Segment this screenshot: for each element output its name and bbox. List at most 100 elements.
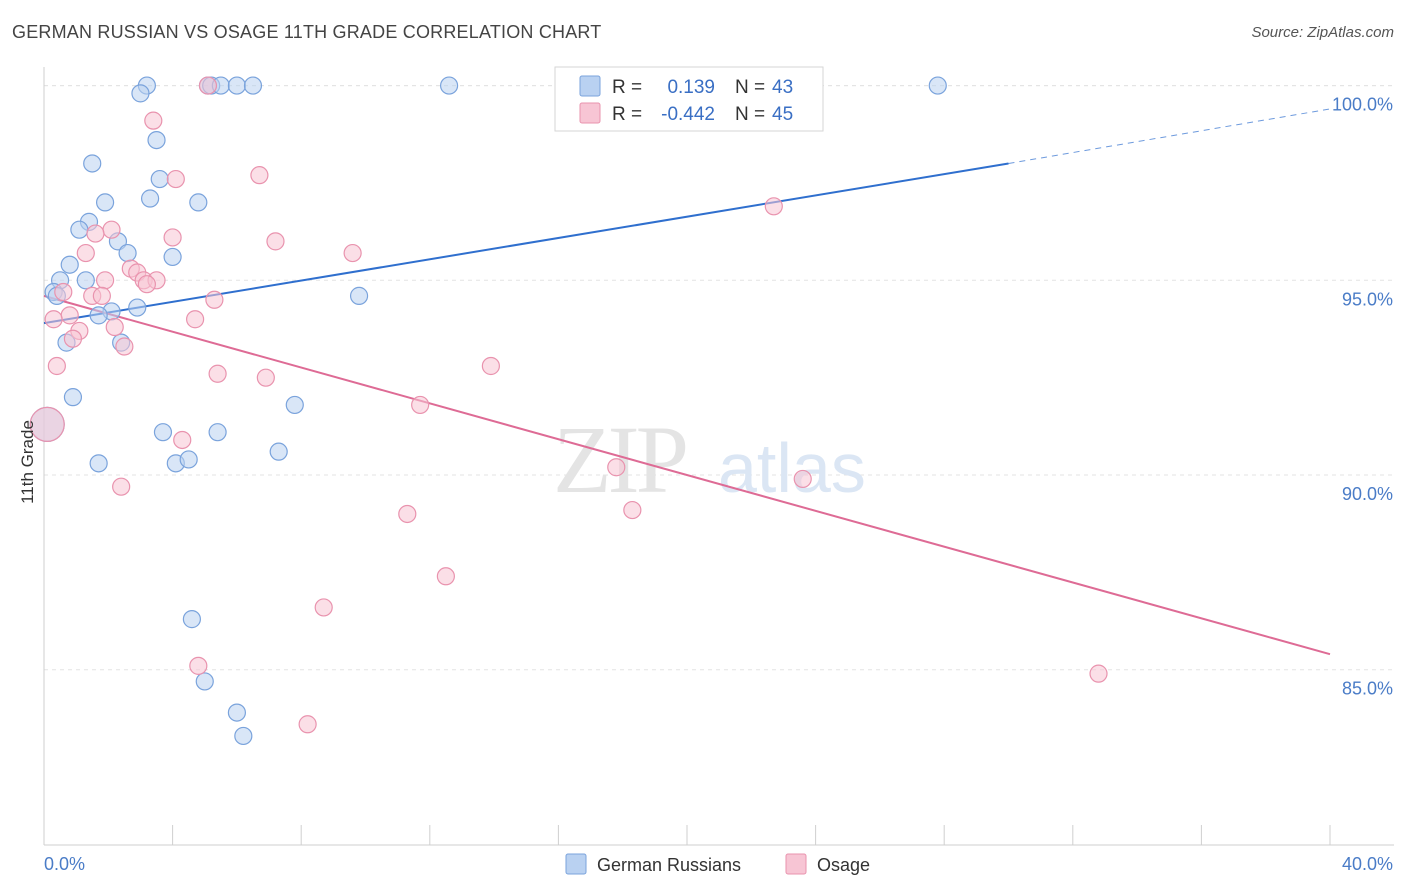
y-tick-labels: 85.0% 90.0% 95.0% 100.0% xyxy=(1332,95,1393,699)
series-legend-swatch-german-russians xyxy=(565,853,587,875)
axes xyxy=(43,67,1394,846)
legend-n-value-1: 43 xyxy=(772,77,793,98)
osage-point-4 xyxy=(764,197,783,216)
german-russians-point-25 xyxy=(349,286,369,305)
legend-r-value-1: 0.139 xyxy=(667,77,715,98)
german-russians-point-40 xyxy=(195,672,214,691)
osage-point-27 xyxy=(115,337,134,356)
german-russians-point-10 xyxy=(83,154,102,173)
osage-point-3 xyxy=(250,166,269,185)
grid-lines xyxy=(44,85,1394,671)
german-russians-point-5 xyxy=(243,76,263,95)
osage-point-40 xyxy=(314,598,333,617)
german-russians-point-13 xyxy=(140,189,160,208)
x-tick-labels: 0.0% 40.0% xyxy=(44,854,1393,874)
german-russians-point-9 xyxy=(147,131,166,150)
osage-point-31 xyxy=(256,368,275,387)
y-tick-label-1: 90.0% xyxy=(1342,484,1393,504)
legend-swatch-blue xyxy=(579,75,601,97)
osage-point-43 xyxy=(298,715,317,734)
osage-point-17 xyxy=(54,282,73,302)
watermark-atlas: atlas xyxy=(718,429,866,507)
y-tick-label-0: 85.0% xyxy=(1342,679,1393,699)
osage-point-36 xyxy=(112,477,131,496)
osage-point-29 xyxy=(481,356,500,376)
osage-point-22 xyxy=(44,310,63,329)
osage-point-30 xyxy=(208,364,227,383)
osage-point-19 xyxy=(92,286,111,305)
legend-r-label-2: R = xyxy=(612,104,642,125)
german-russians-point-6 xyxy=(439,76,459,95)
osage-point-41 xyxy=(189,656,208,675)
german-russians-point-7 xyxy=(928,76,947,95)
y-axis-label: 11th Grade xyxy=(18,420,37,504)
osage-point-42 xyxy=(1089,664,1108,683)
osage-point-26 xyxy=(63,329,83,348)
legend-r-value-2: -0.442 xyxy=(661,104,715,125)
osage-point-8 xyxy=(266,232,285,251)
german-russians-point-36 xyxy=(89,454,108,473)
osage-point-5 xyxy=(102,220,121,239)
legend-n-value-2: 45 xyxy=(772,104,793,125)
german-russians-point-28 xyxy=(89,306,108,325)
german-russians-point-8 xyxy=(131,84,150,103)
osage-point-10 xyxy=(343,243,362,263)
legend-r-label-1: R = xyxy=(612,77,642,98)
german-russians-point-4 xyxy=(227,76,246,95)
german-russians-point-35 xyxy=(269,442,288,461)
osage-point-20 xyxy=(205,290,224,309)
osage-point-33 xyxy=(173,430,192,450)
german-russians-point-20 xyxy=(60,255,79,274)
german-russians-point-11 xyxy=(150,169,169,189)
german-russians-point-32 xyxy=(285,395,304,415)
german-russians-point-16 xyxy=(70,220,89,239)
legend-n-label-2: N = xyxy=(735,104,765,125)
osage-point-35 xyxy=(793,469,812,489)
series-legend: German Russians Osage xyxy=(565,853,870,875)
german-russians-point-14 xyxy=(189,193,208,212)
german-russians-point-12 xyxy=(95,193,115,212)
series-legend-german-russians: German Russians xyxy=(597,855,741,875)
german-russians-point-34 xyxy=(208,423,227,442)
series-legend-swatch-osage xyxy=(785,853,807,875)
osage-point-9 xyxy=(76,243,95,263)
osage-point-7 xyxy=(163,228,182,247)
german-russians-point-41 xyxy=(227,703,246,722)
german-russians-point-18 xyxy=(118,243,137,263)
x-tick-label-0: 0.0% xyxy=(44,854,85,874)
chart-title: GERMAN RUSSIAN VS OSAGE 11TH GRADE CORRE… xyxy=(12,22,602,42)
osage-point-32 xyxy=(411,395,430,415)
osage-point-39 xyxy=(436,567,455,586)
y-tick-label-3: 100.0% xyxy=(1332,95,1393,115)
source-label: Source: ZipAtlas.com xyxy=(1251,24,1394,41)
german-russians-point-22 xyxy=(76,271,95,290)
german-russians-point-26 xyxy=(128,298,147,317)
german-russians-point-38 xyxy=(179,450,198,469)
trend-lines xyxy=(43,108,1331,656)
osage-point-16 xyxy=(95,271,115,290)
osage-point-1 xyxy=(144,111,163,130)
german-russians-point-33 xyxy=(153,423,173,442)
osage-point-37 xyxy=(623,500,642,520)
german-russians-trend-line xyxy=(43,162,1009,325)
german-russians-point-39 xyxy=(182,610,201,629)
series-legend-osage: Osage xyxy=(817,855,870,875)
osage-point-24 xyxy=(105,317,124,337)
osage-point-34 xyxy=(607,458,626,477)
watermark-zip: ZIP xyxy=(553,406,686,513)
osage-point-2 xyxy=(166,169,185,189)
german-russians-point-42 xyxy=(234,726,253,746)
correlation-legend: R = 0.139 N = 43 R = -0.442 N = 45 xyxy=(554,66,824,132)
legend-swatch-pink xyxy=(579,102,601,124)
osage-point-38 xyxy=(398,504,417,524)
legend-n-label-1: N = xyxy=(735,77,765,98)
osage-point-44 xyxy=(29,406,65,442)
german-russians-point-31 xyxy=(63,388,83,407)
osage-point-6 xyxy=(86,224,105,243)
x-tick-label-1: 40.0% xyxy=(1342,854,1393,874)
osage-point-21 xyxy=(60,306,79,325)
data-points xyxy=(29,76,1108,746)
osage-point-28 xyxy=(47,356,66,376)
osage-trend-line xyxy=(43,294,1331,656)
